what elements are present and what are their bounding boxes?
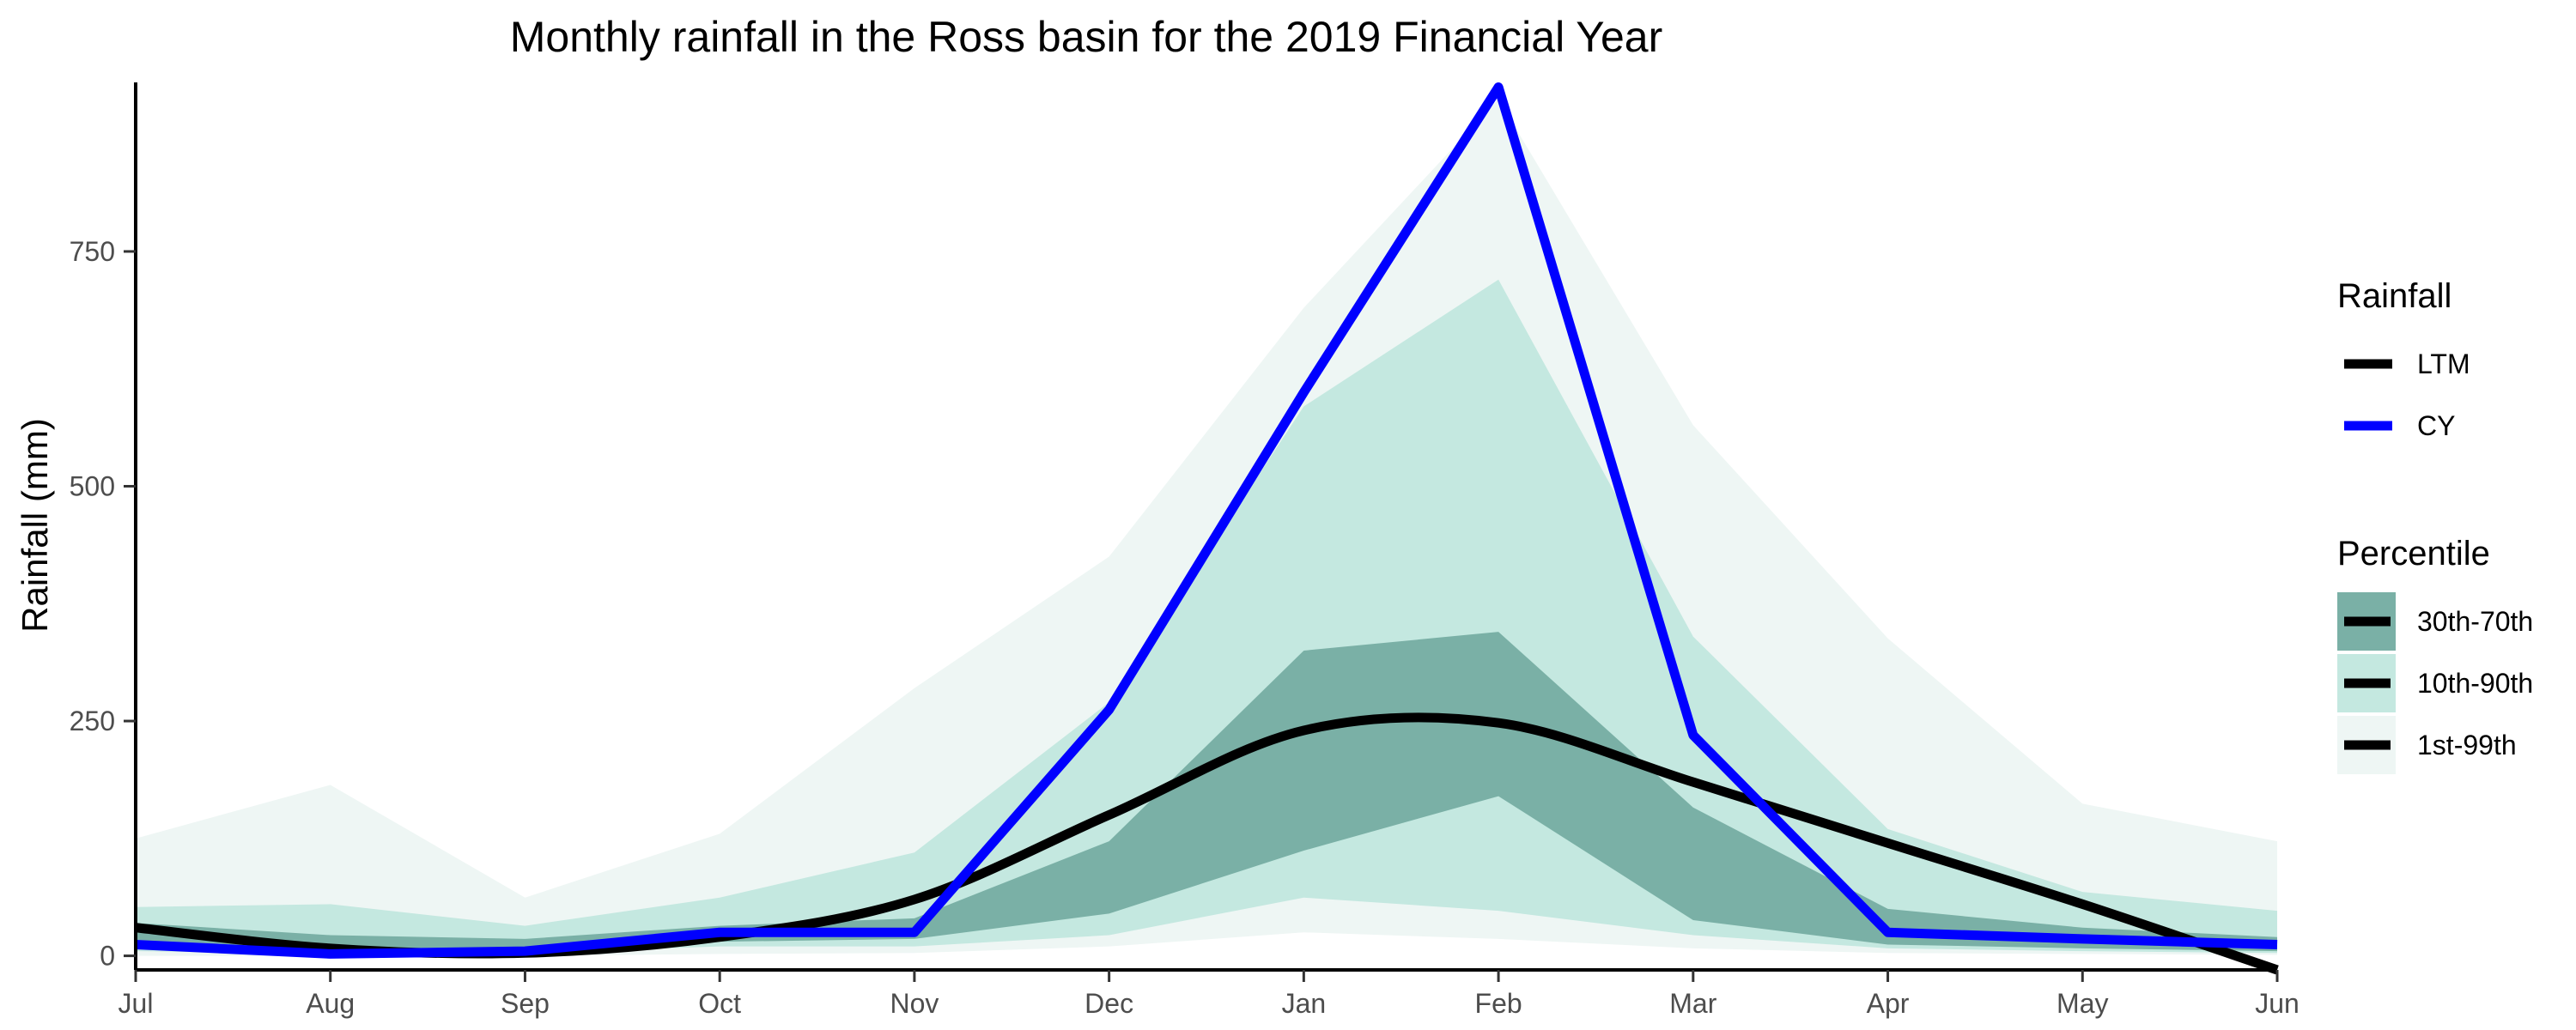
x-tick-label: May bbox=[2057, 988, 2108, 1019]
legend-label-30-70: 30th-70th bbox=[2417, 606, 2533, 637]
x-tick-label: Dec bbox=[1084, 988, 1133, 1019]
percentile-bands bbox=[136, 99, 2277, 956]
x-tick-label: Nov bbox=[890, 988, 939, 1019]
legend-label-cy: CY bbox=[2417, 410, 2455, 441]
x-tick-label: Apr bbox=[1867, 988, 1910, 1019]
legend-title-percentile: Percentile bbox=[2337, 535, 2490, 573]
legend-label-ltm: LTM bbox=[2417, 348, 2470, 379]
y-tick-label: 500 bbox=[70, 470, 115, 501]
y-tick-label: 0 bbox=[100, 941, 115, 972]
x-tick-label: Feb bbox=[1475, 988, 1522, 1019]
series-line-cy bbox=[135, 82, 2278, 959]
x-tick-label: Aug bbox=[306, 988, 355, 1019]
x-tick-label: Jun bbox=[2255, 988, 2300, 1019]
x-tick-label: Jan bbox=[1282, 988, 1327, 1019]
y-axis-ticks: 0 250 500 750 bbox=[70, 236, 136, 972]
y-tick-label: 750 bbox=[70, 236, 115, 267]
legend-label-10-90: 10th-90th bbox=[2417, 668, 2533, 699]
y-axis-title: Rainfall (mm) bbox=[15, 418, 55, 633]
rainfall-lines bbox=[135, 82, 2279, 975]
legend-title-rainfall: Rainfall bbox=[2337, 277, 2451, 315]
x-axis-ticks: Jul Aug Sep Oct Nov Dec Jan Feb Mar Apr May Jun bbox=[118, 970, 2300, 1019]
chart-title: Monthly rainfall in the Ross basin for t… bbox=[510, 13, 1662, 61]
x-tick-label: Sep bbox=[501, 988, 550, 1019]
x-tick-label: Jul bbox=[118, 988, 154, 1019]
x-tick-label: Mar bbox=[1669, 988, 1716, 1019]
x-tick-label: Oct bbox=[698, 988, 741, 1019]
legend: Rainfall LTM CY Percentile 30th-70th 10t… bbox=[2337, 277, 2533, 774]
y-tick-label: 250 bbox=[70, 706, 115, 736]
band-30th-70th bbox=[136, 632, 2277, 952]
legend-label-1-99: 1st-99th bbox=[2417, 730, 2517, 760]
